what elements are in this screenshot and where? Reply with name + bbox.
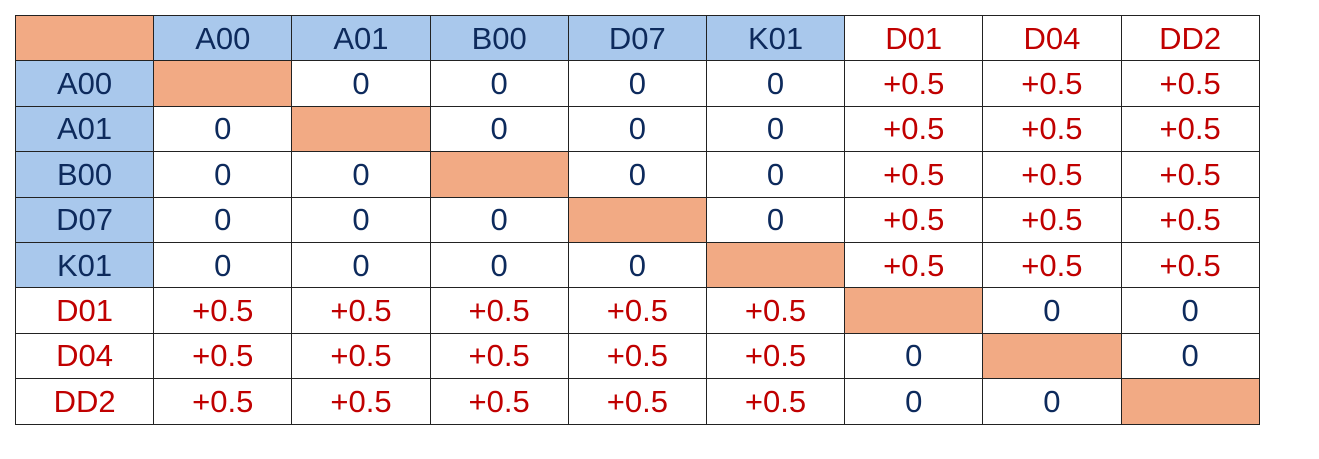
value-cell: +0.5 bbox=[982, 105, 1122, 153]
value-cell: 0 bbox=[1120, 287, 1260, 334]
value-cell: 0 bbox=[429, 60, 569, 107]
value-cell: +0.5 bbox=[705, 287, 846, 334]
value-cell: 0 bbox=[153, 105, 293, 153]
value-cell: 0 bbox=[429, 105, 569, 153]
value-cell: +0.5 bbox=[982, 196, 1122, 243]
column-header-a00: A00 bbox=[153, 14, 293, 62]
value-cell: 0 bbox=[705, 60, 846, 107]
value-cell: 0 bbox=[429, 196, 569, 243]
value-cell: 0 bbox=[291, 241, 431, 289]
diagonal-cell bbox=[291, 105, 431, 153]
value-cell: +0.5 bbox=[844, 241, 984, 289]
column-header-b00: B00 bbox=[429, 14, 569, 62]
value-cell: +0.5 bbox=[982, 151, 1122, 198]
value-cell: 0 bbox=[291, 151, 431, 198]
value-cell: +0.5 bbox=[567, 287, 707, 334]
value-cell: +0.5 bbox=[844, 60, 984, 107]
table-row: D01 +0.5 +0.5 +0.5 +0.5 +0.5 0 0 bbox=[14, 287, 1260, 334]
table-row: D07 0 0 0 0 +0.5 +0.5 +0.5 bbox=[14, 196, 1260, 243]
value-cell: 0 bbox=[982, 287, 1122, 334]
value-cell: +0.5 bbox=[982, 241, 1122, 289]
table-row: K01 0 0 0 0 +0.5 +0.5 +0.5 bbox=[14, 241, 1260, 289]
row-header-dd2: DD2 bbox=[14, 378, 155, 425]
value-cell: 0 bbox=[291, 196, 431, 243]
value-cell: +0.5 bbox=[567, 332, 707, 380]
value-cell: +0.5 bbox=[1120, 196, 1260, 243]
value-cell: +0.5 bbox=[567, 378, 707, 425]
value-cell: 0 bbox=[153, 241, 293, 289]
value-cell: 0 bbox=[705, 196, 846, 243]
value-cell: +0.5 bbox=[291, 332, 431, 380]
diagonal-cell bbox=[429, 151, 569, 198]
value-cell: +0.5 bbox=[429, 378, 569, 425]
value-cell: +0.5 bbox=[705, 378, 846, 425]
value-cell: 0 bbox=[567, 241, 707, 289]
value-cell: +0.5 bbox=[1120, 60, 1260, 107]
diagonal-cell bbox=[567, 196, 707, 243]
value-cell: 0 bbox=[844, 332, 984, 380]
value-cell: +0.5 bbox=[153, 378, 293, 425]
value-cell: 0 bbox=[705, 151, 846, 198]
table-row: D04 +0.5 +0.5 +0.5 +0.5 +0.5 0 0 bbox=[14, 332, 1260, 380]
row-header-b00: B00 bbox=[14, 151, 155, 198]
table-row: B00 0 0 0 0 +0.5 +0.5 +0.5 bbox=[14, 151, 1260, 198]
table-row: A00 0 0 0 0 +0.5 +0.5 +0.5 bbox=[14, 60, 1260, 107]
table-row: A01 0 0 0 0 +0.5 +0.5 +0.5 bbox=[14, 105, 1260, 153]
value-cell: +0.5 bbox=[429, 332, 569, 380]
value-cell: +0.5 bbox=[1120, 151, 1260, 198]
value-cell: +0.5 bbox=[1120, 241, 1260, 289]
row-header-a00: A00 bbox=[14, 60, 155, 107]
value-cell: +0.5 bbox=[844, 151, 984, 198]
column-header-dd2: DD2 bbox=[1120, 14, 1260, 62]
value-cell: +0.5 bbox=[705, 332, 846, 380]
diagonal-cell bbox=[705, 241, 846, 289]
row-header-d04: D04 bbox=[14, 332, 155, 380]
score-matrix-table: A00 A01 B00 D07 K01 D01 D04 DD2 A00 0 0 0 0 +0.5 +0.5 +… bbox=[14, 14, 1260, 425]
value-cell: 0 bbox=[982, 378, 1122, 425]
value-cell: 0 bbox=[153, 151, 293, 198]
diagonal-cell bbox=[844, 287, 984, 334]
column-header-d01: D01 bbox=[844, 14, 984, 62]
diagonal-cell bbox=[1120, 378, 1260, 425]
header-row: A00 A01 B00 D07 K01 D01 D04 DD2 bbox=[14, 14, 1260, 62]
value-cell: +0.5 bbox=[291, 378, 431, 425]
diagonal-cell bbox=[153, 60, 293, 107]
column-header-a01: A01 bbox=[291, 14, 431, 62]
value-cell: 0 bbox=[567, 151, 707, 198]
corner-cell bbox=[14, 14, 155, 62]
value-cell: 0 bbox=[291, 60, 431, 107]
value-cell: 0 bbox=[844, 378, 984, 425]
value-cell: 0 bbox=[567, 105, 707, 153]
value-cell: +0.5 bbox=[844, 196, 984, 243]
column-header-k01: K01 bbox=[705, 14, 846, 62]
row-header-d07: D07 bbox=[14, 196, 155, 243]
diagonal-cell bbox=[982, 332, 1122, 380]
value-cell: +0.5 bbox=[1120, 105, 1260, 153]
value-cell: 0 bbox=[705, 105, 846, 153]
value-cell: +0.5 bbox=[153, 332, 293, 380]
value-cell: 0 bbox=[567, 60, 707, 107]
value-cell: 0 bbox=[1120, 332, 1260, 380]
value-cell: +0.5 bbox=[844, 105, 984, 153]
score-matrix-body: A00 A01 B00 D07 K01 D01 D04 DD2 A00 0 0 0 0 +0.5 +0.5 +… bbox=[14, 14, 1260, 425]
value-cell: +0.5 bbox=[982, 60, 1122, 107]
row-header-k01: K01 bbox=[14, 241, 155, 289]
value-cell: 0 bbox=[429, 241, 569, 289]
column-header-d07: D07 bbox=[567, 14, 707, 62]
row-header-a01: A01 bbox=[14, 105, 155, 153]
value-cell: +0.5 bbox=[429, 287, 569, 334]
value-cell: +0.5 bbox=[291, 287, 431, 334]
table-row: DD2 +0.5 +0.5 +0.5 +0.5 +0.5 0 0 bbox=[14, 378, 1260, 425]
value-cell: 0 bbox=[153, 196, 293, 243]
column-header-d04: D04 bbox=[982, 14, 1122, 62]
row-header-d01: D01 bbox=[14, 287, 155, 334]
value-cell: +0.5 bbox=[153, 287, 293, 334]
